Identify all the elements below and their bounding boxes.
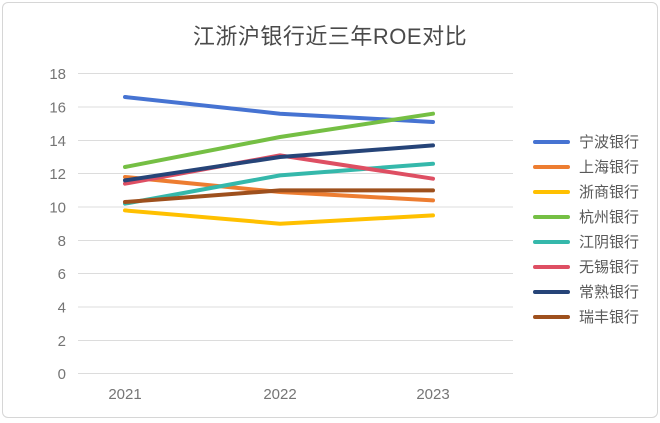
chart-legend: 宁波银行上海银行浙商银行杭州银行江阴银行无锡银行常熟银行瑞丰银行 <box>533 129 639 329</box>
y-tick-label: 4 <box>58 300 66 317</box>
legend-swatch <box>533 140 570 144</box>
legend-label: 上海银行 <box>579 156 639 177</box>
series-line-2 <box>125 210 433 223</box>
legend-label: 杭州银行 <box>579 206 639 227</box>
legend-swatch <box>533 315 570 319</box>
legend-item: 无锡银行 <box>533 254 639 279</box>
y-tick-label: 0 <box>58 366 66 383</box>
y-tick-label: 18 <box>49 66 66 83</box>
legend-item: 瑞丰银行 <box>533 304 639 329</box>
legend-item: 常熟银行 <box>533 279 639 304</box>
series-line-0 <box>125 97 433 122</box>
legend-swatch <box>533 190 570 194</box>
y-tick-label: 16 <box>49 100 66 117</box>
legend-label: 常熟银行 <box>579 281 639 302</box>
legend-item: 宁波银行 <box>533 129 639 154</box>
legend-item: 江阴银行 <box>533 229 639 254</box>
legend-swatch <box>533 265 570 269</box>
legend-swatch <box>533 240 570 244</box>
x-tick-label: 2022 <box>263 386 296 403</box>
legend-label: 宁波银行 <box>579 131 639 152</box>
y-tick-label: 14 <box>49 133 66 150</box>
legend-swatch <box>533 165 570 169</box>
legend-label: 瑞丰银行 <box>579 306 639 327</box>
x-tick-label: 2021 <box>108 386 141 403</box>
legend-swatch <box>533 215 570 219</box>
legend-item: 杭州银行 <box>533 204 639 229</box>
y-tick-label: 12 <box>49 166 66 183</box>
y-tick-label: 10 <box>49 200 66 217</box>
y-tick-label: 8 <box>58 233 66 250</box>
legend-label: 浙商银行 <box>579 181 639 202</box>
legend-item: 上海银行 <box>533 154 639 179</box>
legend-label: 江阴银行 <box>579 231 639 252</box>
y-tick-label: 2 <box>58 333 66 350</box>
legend-swatch <box>533 290 570 294</box>
x-tick-label: 2023 <box>416 386 449 403</box>
y-tick-label: 6 <box>58 266 66 283</box>
legend-item: 浙商银行 <box>533 179 639 204</box>
legend-label: 无锡银行 <box>579 256 639 277</box>
